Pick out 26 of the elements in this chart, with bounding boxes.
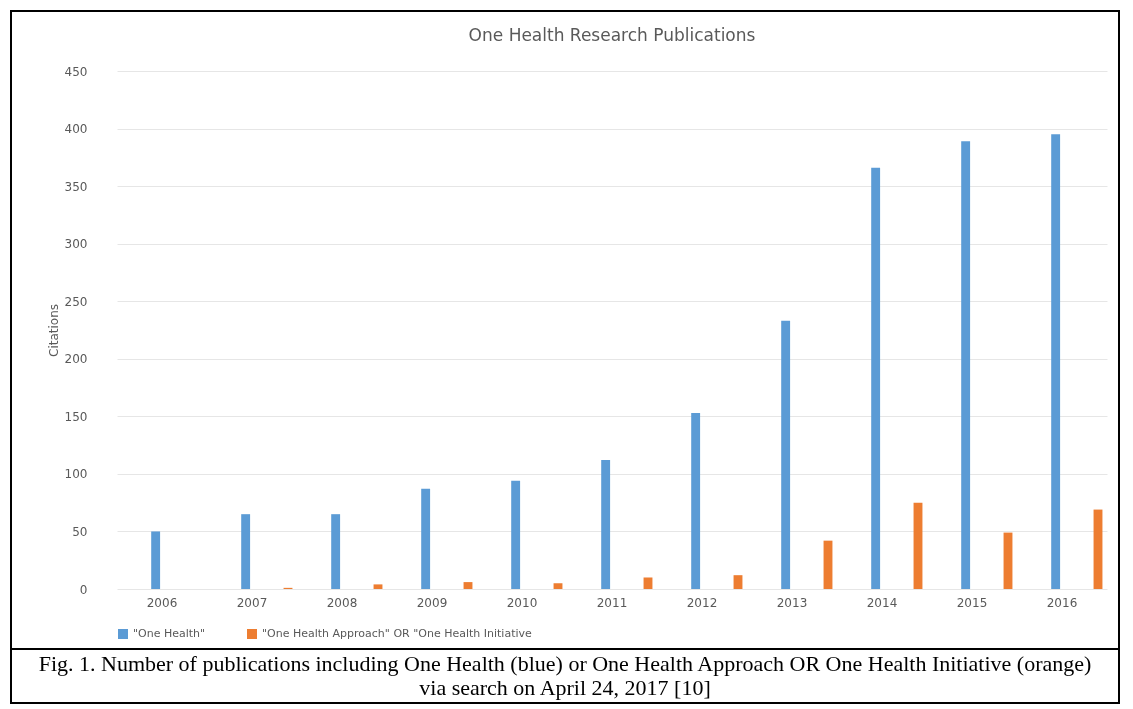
y-tick-label: 400 xyxy=(64,122,88,137)
y-tick-label: 150 xyxy=(64,409,88,424)
x-tick-label: 2009 xyxy=(416,595,448,610)
x-tick-label: 2016 xyxy=(1046,595,1078,610)
x-tick-label: 2013 xyxy=(776,595,808,610)
x-tick-label: 2007 xyxy=(236,595,268,610)
y-tick-label: 50 xyxy=(72,524,88,539)
x-tick-label: 2015 xyxy=(956,595,988,610)
legend-label: "One Health" xyxy=(133,627,206,640)
x-tick-label: 2010 xyxy=(506,595,538,610)
chart-title: One Health Research Publications xyxy=(468,25,756,45)
x-tick-label: 2008 xyxy=(326,595,358,610)
y-tick-label: 300 xyxy=(64,237,88,252)
caption: Fig. 1. Number of publications including One Health (blue) or One Health Approach OR One Health Initiative (orange) via search on April 24, 2017 [10] xyxy=(37,651,1093,700)
y-tick-label: 100 xyxy=(64,467,88,482)
x-tick-label: 2006 xyxy=(146,595,178,610)
y-tick-label: 450 xyxy=(64,64,88,79)
y-tick-label: 350 xyxy=(64,179,88,194)
legend-label: "One Health Approach" OR "One Health Initiative xyxy=(262,627,533,640)
x-tick-label: 2012 xyxy=(686,595,718,610)
x-tick-label: 2011 xyxy=(596,595,628,610)
y-tick-label: 0 xyxy=(79,582,88,597)
y-tick-label: 200 xyxy=(64,352,88,367)
y-tick-label: 250 xyxy=(64,294,88,309)
x-tick-label: 2014 xyxy=(866,595,898,610)
y-axis-title: Citations xyxy=(46,303,61,358)
